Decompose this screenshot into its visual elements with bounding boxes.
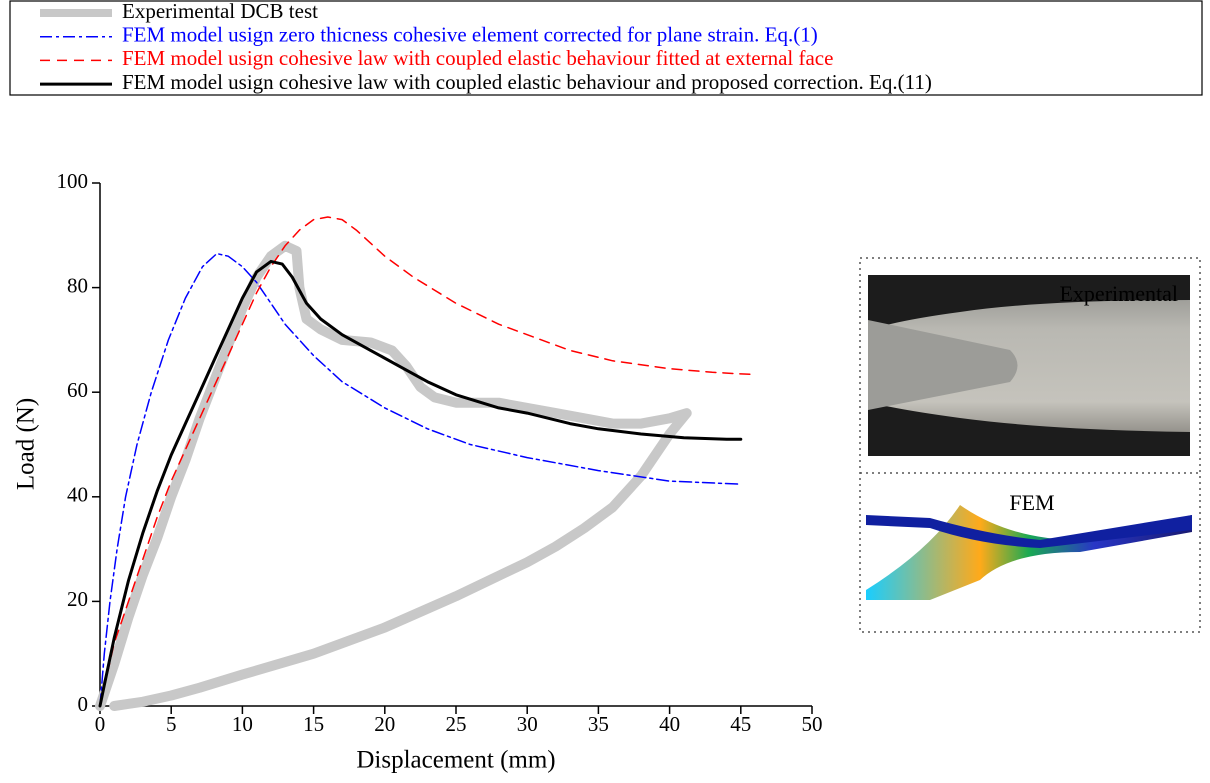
- legend-box: [9, 0, 1203, 96]
- series-line: [95, 240, 692, 711]
- y-tick-label: 0: [78, 692, 89, 716]
- x-tick-label: 5: [166, 712, 177, 736]
- series-line: [99, 216, 756, 707]
- x-tick-label: 35: [588, 712, 609, 736]
- y-tick-label: 100: [57, 169, 89, 193]
- x-tick-label: 25: [446, 712, 467, 736]
- photo-wedge: [868, 320, 1018, 410]
- x-tick-label: 10: [232, 712, 253, 736]
- x-tick-label: 20: [374, 712, 395, 736]
- series-line: [99, 252, 742, 707]
- x-tick-label: 45: [730, 712, 751, 736]
- x-axis-label: Displacement (mm): [356, 747, 555, 774]
- legend-entry: FEM model usign zero thicness cohesive e…: [122, 23, 818, 47]
- fem-mesh: [866, 515, 1192, 548]
- inset: [859, 257, 1201, 633]
- legend-entry: Experimental DCB test: [122, 0, 318, 23]
- photo-arm: [868, 275, 1190, 330]
- x-tick-label: 50: [802, 712, 823, 736]
- y-tick-label: 20: [67, 587, 88, 611]
- y-tick-label: 40: [67, 483, 88, 507]
- x-tick-label: 15: [303, 712, 324, 736]
- photo-arm: [868, 402, 1190, 456]
- series-line: [98, 259, 743, 708]
- y-axis-label: Load (N): [13, 398, 40, 490]
- legend-entry: FEM model usign cohesive law with couple…: [122, 46, 833, 70]
- x-tick-label: 0: [95, 712, 106, 736]
- x-tick-label: 40: [659, 712, 680, 736]
- x-tick-label: 30: [517, 712, 538, 736]
- y-tick-label: 80: [67, 273, 88, 297]
- inset-label: FEM: [1009, 490, 1054, 515]
- inset-frame: [859, 257, 1201, 633]
- legend-entry: FEM model usign cohesive law with couple…: [122, 70, 932, 94]
- y-tick-label: 60: [67, 378, 88, 402]
- inset-label: Experimental: [1059, 281, 1178, 306]
